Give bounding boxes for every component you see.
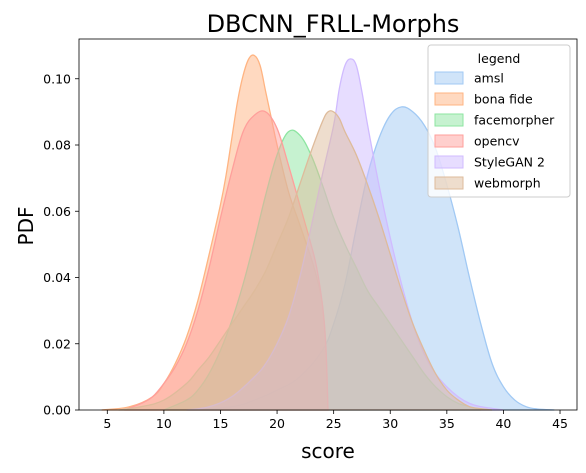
legend-label: StyleGAN 2 [474, 155, 545, 170]
series-areas [101, 54, 555, 411]
legend-label: opencv [474, 134, 520, 149]
legend-swatch [434, 155, 464, 169]
y-tick-label: 0.04 [43, 270, 71, 285]
x-axis: 5 10 15 20 25 30 35 40 45 [103, 410, 568, 431]
y-tick-label: 0.00 [43, 403, 71, 418]
plot-frame [78, 38, 578, 411]
x-tick-label: 5 [103, 416, 111, 431]
legend-label: amsl [474, 71, 504, 86]
y-tick-label: 0.06 [43, 204, 71, 219]
x-tick-label: 15 [213, 416, 229, 431]
y-tick-label: 0.10 [43, 71, 71, 86]
legend: legend amsl bona fide facemorpher opencv Sty… [427, 44, 571, 198]
y-axis: 0.00 0.02 0.04 0.06 0.08 0.10 [43, 71, 79, 418]
legend-label: webmorph [474, 176, 541, 191]
x-tick-label: 25 [326, 416, 342, 431]
y-tick-label: 0.08 [43, 138, 71, 153]
x-tick-label: 10 [156, 416, 172, 431]
area-webmorph [118, 110, 493, 411]
legend-swatch [434, 176, 464, 190]
y-tick-label: 0.02 [43, 336, 71, 351]
legend-label: bona fide [474, 92, 533, 107]
legend-swatch [434, 134, 464, 148]
y-axis-label: PDF [14, 207, 38, 246]
legend-label: facemorpher [474, 113, 555, 128]
x-tick-label: 40 [495, 416, 511, 431]
legend-swatch [434, 71, 464, 85]
chart-title: DBCNN_FRLL-Morphs [207, 10, 460, 38]
legend-title: legend [478, 51, 521, 66]
x-tick-label: 20 [269, 416, 285, 431]
x-tick-label: 45 [552, 416, 568, 431]
x-axis-label: score [301, 439, 355, 463]
legend-swatch [434, 92, 464, 106]
x-tick-label: 30 [382, 416, 398, 431]
x-tick-label: 35 [439, 416, 455, 431]
legend-swatch [434, 113, 464, 127]
